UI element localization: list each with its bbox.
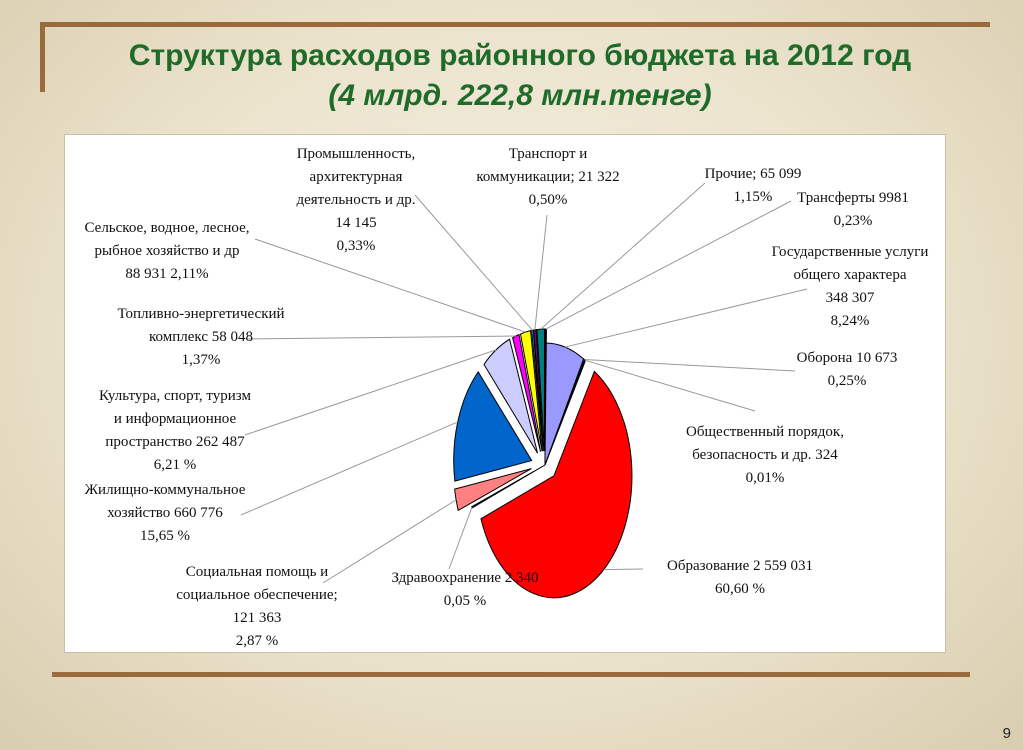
slice-label-industry: Промышленность, архитектурная деятельность… xyxy=(296,143,415,258)
slice-label-line: Топливно-энергетический xyxy=(117,306,285,322)
slice-label-line: Транспорт и xyxy=(508,146,588,162)
leader-line-edu xyxy=(603,568,644,571)
slice-label-line: 1,15% xyxy=(733,189,773,205)
slice-label-line: пространство 262 487 xyxy=(105,434,245,450)
slice-label-line: Трансферты 9981 xyxy=(797,190,909,206)
pie-slice-agri xyxy=(519,330,543,452)
leader-line-energy xyxy=(246,335,516,340)
slice-label-line: комплекс 58 048 xyxy=(149,329,253,345)
slice-label-other: Прочие; 65 099 1,15% xyxy=(705,163,802,209)
slice-label-health: Здравоохранение 2 340 0,05 % xyxy=(391,567,538,613)
slice-label-line: 88 931 2,11% xyxy=(125,266,209,282)
chart-panel: Государственные услуги общего характера 34… xyxy=(64,134,946,653)
slice-label-line: 60,60 % xyxy=(715,581,765,597)
slice-label-line: 1,37% xyxy=(181,352,221,368)
leader-line-transport xyxy=(534,214,548,330)
page-title: Структура расходов районного бюджета на … xyxy=(128,39,912,72)
slice-label-social: Социальная помощь и социальное обеспечени… xyxy=(176,561,337,653)
slice-label-line: 0,23% xyxy=(833,213,873,229)
leader-line-culture xyxy=(244,349,497,436)
slice-label-line: 0,05 % xyxy=(443,593,487,609)
slice-label-line: Сельское, водное, лесное, xyxy=(84,220,250,236)
leader-line-defense xyxy=(584,359,796,372)
slice-label-line: Образование 2 559 031 xyxy=(667,558,813,574)
slice-label-edu: Образование 2 559 031 60,60 % xyxy=(667,555,813,601)
left-frame-bar xyxy=(40,22,45,92)
leader-line-gov xyxy=(564,288,808,348)
leader-line-social xyxy=(322,499,457,584)
slice-label-line: 0,33% xyxy=(336,238,376,254)
slice-label-line: 0,01% xyxy=(745,470,785,486)
slice-label-line: деятельность и др. xyxy=(296,192,416,208)
slice-label-line: Здравоохранение 2 340 xyxy=(391,570,539,586)
leader-line-housing xyxy=(240,421,458,516)
leader-line-transfers xyxy=(545,200,792,330)
slice-label-line: 121 363 xyxy=(232,610,282,626)
page-number: 9 xyxy=(1002,725,1011,742)
slice-label-line: и информационное xyxy=(113,411,237,427)
pie-slice-housing xyxy=(453,370,533,482)
pie-slice-social xyxy=(454,468,532,512)
slice-label-line: коммуникации; 21 322 xyxy=(476,169,620,185)
leader-line-agri xyxy=(254,238,526,333)
slice-label-order: Общественный порядок, безопасность и др. … xyxy=(686,421,844,490)
slice-label-gov: Государственные услуги общего характера 34… xyxy=(772,241,929,333)
slice-label-line: Оборона 10 673 xyxy=(796,350,898,366)
slice-label-line: архитектурная xyxy=(309,169,403,185)
slice-label-line: Прочие; 65 099 xyxy=(704,166,802,182)
slice-label-energy: Топливно-энергетический комплекс 58 048 1,… xyxy=(117,303,284,372)
slice-label-line: 0,25% xyxy=(827,373,867,389)
slice-label-line: рыбное хозяйство и др xyxy=(94,243,240,259)
slice-label-line: Общественный порядок, xyxy=(686,424,844,440)
pie-slice-edu xyxy=(480,370,633,599)
bottom-frame-bar xyxy=(52,672,970,677)
slice-label-line: 2,87 % xyxy=(235,633,279,649)
slice-label-line: 15,65 % xyxy=(139,528,190,544)
pie-chart xyxy=(240,182,808,599)
slice-label-line: социальное обеспечение; xyxy=(176,587,338,603)
slice-label-defense: Оборона 10 673 0,25% xyxy=(797,347,898,393)
slice-label-line: 8,24% xyxy=(830,313,870,329)
top-frame-bar xyxy=(40,22,990,27)
slice-label-line: Социальная помощь и xyxy=(185,564,329,580)
slice-label-line: безопасность и др. 324 xyxy=(692,447,838,463)
slice-label-line: Жилищно-коммунальное xyxy=(84,482,246,498)
slice-label-line: 6,21 % xyxy=(153,457,197,473)
slice-label-line: 0,50% xyxy=(528,192,568,208)
slice-label-line: 348 307 xyxy=(825,290,875,306)
leader-line-order xyxy=(584,359,756,412)
slice-label-line: Культура, спорт, туризм xyxy=(99,388,251,404)
slice-label-agri: Сельское, водное, лесное, рыбное хозяйств… xyxy=(84,217,249,286)
slice-label-culture: Культура, спорт, туризм и информационное п… xyxy=(99,385,251,477)
slice-label-housing: Жилищно-коммунальное хозяйство 660 776 15,… xyxy=(85,479,246,548)
leader-line-industry xyxy=(414,194,533,331)
slice-label-transfers: Трансферты 9981 0,23% xyxy=(797,187,909,233)
page-subtitle: (4 млрд. 222,8 млн.тенге) xyxy=(328,79,712,112)
slice-label-line: 14 145 xyxy=(335,215,377,231)
slice-label-line: хозяйство 660 776 xyxy=(107,505,223,521)
leader-line-health xyxy=(448,507,473,570)
slice-label-line: Промышленность, xyxy=(296,146,416,162)
pie-slice-transport xyxy=(533,329,544,452)
leader-line-other xyxy=(540,182,706,330)
pie-slice-culture xyxy=(483,338,539,454)
slice-label-line: общего характера xyxy=(793,267,907,283)
slice-label-line: Государственные услуги xyxy=(771,244,929,260)
slice-label-transport: Транспорт и коммуникации; 21 322 0,50% xyxy=(476,143,619,212)
